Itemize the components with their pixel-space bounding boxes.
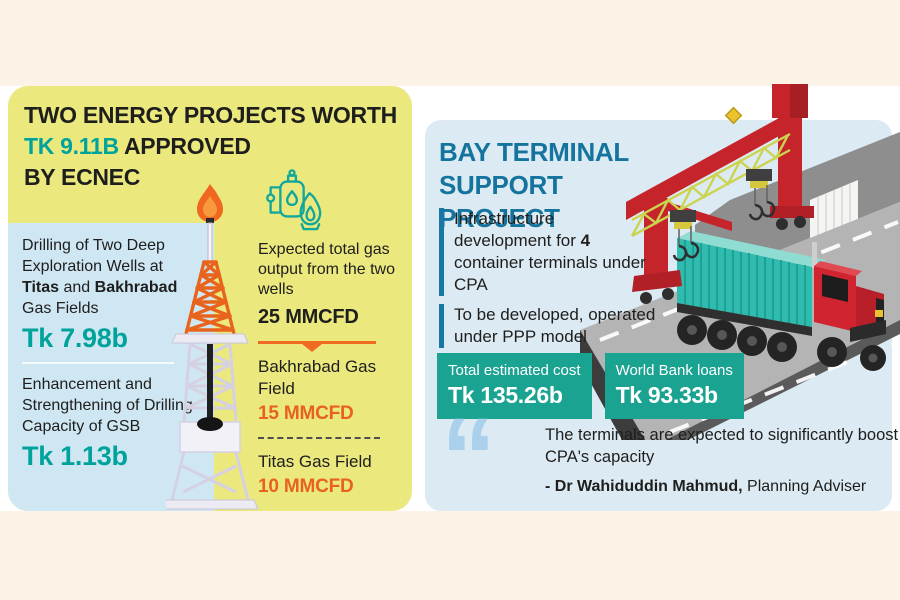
crane-right-leg [770, 118, 814, 230]
dashed-divider [258, 437, 380, 439]
stat-total-cost: Total estimated cost Tk 135.26b [437, 353, 592, 419]
bullet1-post: container terminals under CPA [454, 253, 646, 294]
energy-projects-panel: TWO ENERGY PROJECTS WORTH TK 9.11B APPRO… [8, 86, 412, 511]
field2-name: Titas Gas Field [258, 452, 372, 471]
title-line3: BY ECNEC [24, 164, 141, 190]
stat-value: Tk 135.26b [448, 382, 563, 408]
rig-base [170, 451, 250, 501]
stat-value: Tk 93.33b [615, 382, 718, 408]
bullet-ppp-model: To be developed, operated under PPP mode… [439, 304, 686, 348]
gas-flare-icon [197, 184, 223, 222]
stat-world-bank-loans: World Bank loans Tk 93.33b [604, 353, 744, 419]
bullet1-pre: Infrastructure development for [454, 209, 581, 250]
field2-value: 10 MMCFD [258, 476, 354, 497]
gas-output-total: 25 MMCFD [258, 306, 359, 328]
gas-output-caption: Expected total gas output from the two w… [258, 241, 395, 298]
project1-and: and [59, 279, 95, 296]
stat-label: World Bank loans [615, 362, 733, 379]
energy-panel-title: TWO ENERGY PROJECTS WORTH TK 9.11B APPRO… [24, 100, 404, 193]
quote-text: The terminals are expected to significan… [545, 426, 899, 466]
divider [22, 362, 174, 364]
project2-amount: Tk 1.13b [22, 441, 128, 471]
gas-output-column: Expected total gas output from the two w… [258, 166, 400, 498]
project1-field1: Titas [22, 279, 60, 296]
drilling-projects-box: Drilling of Two Deep Exploration Wells a… [8, 223, 214, 511]
crane-trolley-hooks [670, 169, 776, 262]
bottom-strip [0, 511, 900, 600]
quotation-marks-icon: “ [441, 396, 496, 519]
stats-row: Total estimated cost Tk 135.26b World Ba… [437, 353, 744, 419]
stat-label: Total estimated cost [448, 362, 581, 379]
field1-value: 15 MMCFD [258, 403, 354, 424]
container-truck [677, 231, 886, 371]
down-triangle-icon [302, 344, 322, 352]
derrick-top [184, 260, 236, 336]
title-amount: TK 9.11B [24, 133, 119, 159]
project1-text-post: Gas Fields [22, 300, 99, 317]
gas-cylinder-flame-icon [266, 169, 322, 231]
gantry-crane-container-truck-illustration [580, 84, 900, 440]
bullet-infrastructure: Infrastructure development for 4 contain… [439, 208, 654, 296]
crane-truss [630, 132, 791, 238]
drilling-rig-illustration [166, 184, 258, 510]
truck-wheels [677, 315, 886, 371]
title-after-amount: APPROVED [118, 133, 251, 159]
crane-beam [626, 84, 808, 220]
top-strip [0, 0, 900, 86]
project1-field2: Bakhrabad [94, 279, 178, 296]
project1-amount: Tk 7.98b [22, 323, 128, 353]
project1-description: Drilling of Two Deep Exploration Wells a… [22, 235, 200, 319]
quote-author-role: Planning Adviser [742, 478, 867, 495]
bay-panel-title: BAY TERMINAL SUPPORT PROJECT [439, 137, 629, 233]
bullet1-number: 4 [580, 231, 591, 250]
quote-author-name: - Dr Wahiduddin Mahmud, [545, 478, 743, 495]
project1-text: Drilling of Two Deep Exploration Wells a… [22, 237, 165, 275]
crane-left-leg [632, 198, 732, 304]
bullet2-post: To be developed, operated under PPP mode… [454, 305, 656, 346]
title-line1: TWO ENERGY PROJECTS WORTH [24, 102, 397, 128]
orange-divider [258, 341, 376, 352]
field1-name: Bakhrabad Gas Field [258, 357, 377, 398]
project2-description: Enhancement and Strengthening of Drillin… [22, 376, 193, 435]
quote-attribution: - Dr Wahiduddin Mahmud, Planning Adviser [545, 478, 900, 496]
